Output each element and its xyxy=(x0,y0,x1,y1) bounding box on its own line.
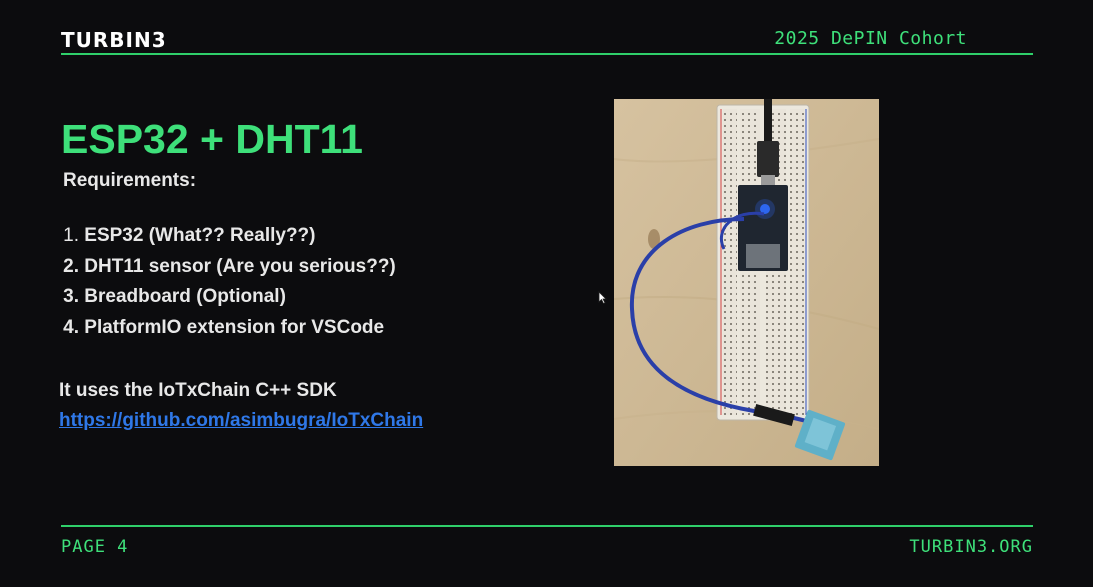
list-item-text: DHT11 sensor (Are you serious??) xyxy=(84,255,396,277)
header-divider xyxy=(61,53,1033,55)
list-item-number: 3. xyxy=(63,286,79,307)
list-item: 2. DHT11 sensor (Are you serious??) xyxy=(50,256,396,287)
mouse-cursor-icon xyxy=(598,291,607,304)
list-item-text: ESP32 (What?? Really??) xyxy=(84,225,316,246)
list-item-text: PlatformIO extension for VSCode xyxy=(84,316,385,338)
turbin3-logo: TURBIN3 xyxy=(61,28,167,52)
breadboard-photo xyxy=(614,99,879,466)
list-item: 3. Breadboard (Optional) xyxy=(50,286,396,317)
sdk-description: It uses the IoTxChain C++ SDK xyxy=(59,380,337,401)
requirements-list: 1. ESP32 (What?? Really??) 2. DHT11 sens… xyxy=(50,225,396,347)
requirements-heading: Requirements: xyxy=(63,170,197,191)
list-item-text: Breadboard (Optional) xyxy=(84,286,286,307)
list-item-number: 2. xyxy=(63,255,79,277)
page-number: PAGE 4 xyxy=(61,537,129,557)
sdk-github-link[interactable]: https://github.com/asimbugra/IoTxChain xyxy=(59,410,424,431)
list-item: 1. ESP32 (What?? Really??) xyxy=(50,225,396,256)
list-item-number: 4. xyxy=(63,316,79,338)
list-item-number: 1. xyxy=(63,225,79,246)
slide-title: ESP32 + DHT11 xyxy=(61,116,363,162)
site-url: TURBIN3.ORG xyxy=(909,537,1033,557)
list-item: 4. PlatformIO extension for VSCode xyxy=(50,317,396,348)
footer-divider xyxy=(61,525,1033,527)
cohort-label: 2025 DePIN Cohort xyxy=(774,28,967,49)
